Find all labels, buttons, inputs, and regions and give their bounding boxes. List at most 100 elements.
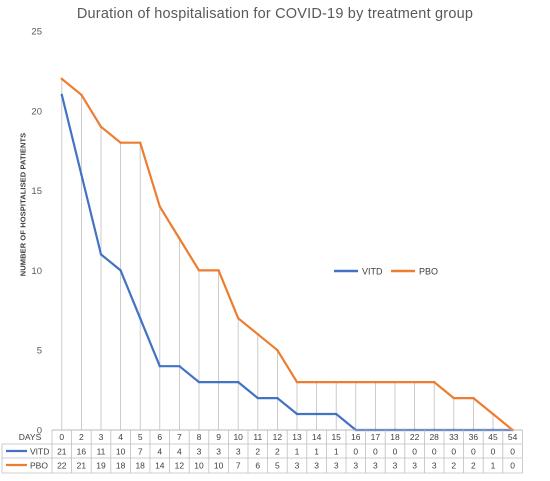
x-tick-label: 4 (118, 432, 123, 442)
x-tick-label: 0 (59, 432, 64, 442)
data-point-pbo (433, 380, 436, 384)
data-point-vitd (158, 364, 161, 368)
x-tick-label: 9 (216, 432, 221, 442)
data-point-vitd (315, 412, 318, 416)
table-cell-value: 10 (116, 447, 126, 457)
data-point-vitd (217, 380, 220, 384)
series-line-vitd (60, 94, 513, 432)
table-cell-value: 12 (175, 461, 185, 471)
x-tick-label: 16 (351, 432, 361, 442)
x-tick-label: 6 (157, 432, 162, 442)
table-cell-value: 3 (412, 461, 417, 471)
table-cell-value: 21 (77, 461, 87, 471)
legend-label-vitd: VITD (362, 267, 383, 277)
table-cell-value: 3 (334, 461, 339, 471)
table-cell-value: 3 (216, 447, 221, 457)
y-tick-label: 25 (31, 27, 42, 38)
table-cell-value: 1 (491, 461, 496, 471)
data-point-vitd (119, 269, 122, 272)
table-cell-value: 14 (155, 461, 165, 471)
data-point-pbo (374, 380, 377, 384)
x-tick-label: 2 (79, 432, 84, 442)
table-cell-value: 3 (353, 461, 358, 471)
table-cell-value: 22 (57, 461, 67, 471)
x-tick-label: 10 (233, 432, 243, 442)
x-tick-label: 28 (429, 432, 439, 442)
x-tick-label: 22 (410, 432, 420, 442)
data-point-pbo (315, 380, 318, 384)
table-cell-value: 4 (177, 447, 182, 457)
table-cell-value: 18 (116, 461, 126, 471)
table-cell-value: 1 (314, 447, 319, 457)
table-cell-value: 0 (353, 447, 358, 457)
table-cell-value: 0 (451, 447, 456, 457)
y-tick-label: 10 (31, 266, 42, 277)
data-point-vitd (60, 93, 63, 97)
data-point-pbo (393, 380, 397, 384)
table-cell-value: 2 (451, 461, 456, 471)
table-cell-value: 18 (135, 461, 145, 471)
x-axis-label: DAYS (19, 432, 42, 442)
table-cell-value: 3 (373, 461, 378, 471)
table-cell-value: 2 (471, 461, 476, 471)
table-cell-value: 4 (157, 447, 162, 457)
table-series-name: PBO (30, 461, 48, 471)
data-point-pbo (472, 396, 475, 400)
x-tick-label: 13 (292, 432, 302, 442)
data-point-vitd (276, 396, 279, 400)
data-point-vitd (295, 412, 299, 416)
data-point-pbo (335, 380, 338, 384)
table-cell-value: 0 (412, 447, 417, 457)
data-point-pbo (256, 333, 259, 336)
y-tick-label: 5 (37, 346, 42, 357)
x-tick-label: 18 (390, 432, 400, 442)
table-cell-value: 1 (295, 447, 300, 457)
x-tick-label: 5 (138, 432, 143, 442)
y-tick-label: 20 (31, 106, 42, 117)
x-tick-label: 7 (177, 432, 182, 442)
table-cell-value: 11 (97, 447, 106, 457)
data-point-vitd (335, 412, 338, 416)
data-point-vitd (256, 396, 259, 400)
table-cell-value: 7 (236, 461, 241, 471)
table-cell-value: 3 (432, 461, 437, 471)
table-cell-value: 2 (275, 447, 280, 457)
data-point-vitd (99, 253, 103, 256)
data-point-pbo (158, 205, 161, 208)
table-cell-value: 0 (510, 447, 515, 457)
x-tick-label: 15 (331, 432, 341, 442)
table-cell-value: 2 (255, 447, 260, 457)
table-cell-value: 21 (57, 447, 67, 457)
x-tick-label: 3 (99, 432, 104, 442)
data-point-vitd (139, 317, 142, 320)
data-point-pbo (119, 141, 122, 144)
series-line-pbo (61, 78, 514, 431)
x-tick-label: 14 (312, 432, 322, 442)
x-tick-label: 11 (253, 432, 262, 442)
table-cell-value: 0 (432, 447, 437, 457)
table-cell-value: 1 (334, 447, 339, 457)
data-point-pbo (197, 269, 201, 272)
y-tick-label: 15 (31, 186, 42, 197)
table-cell-value: 6 (255, 461, 260, 471)
table-cell-value: 10 (194, 461, 204, 471)
data-point-pbo (217, 269, 220, 272)
data-point-pbo (295, 380, 299, 384)
x-tick-label: 36 (469, 432, 479, 442)
data-point-pbo (491, 412, 495, 416)
table-cell-value: 3 (236, 447, 241, 457)
legend-label-pbo: PBO (419, 267, 438, 277)
table-cell-value: 19 (96, 461, 106, 471)
data-point-pbo (413, 380, 416, 384)
table-cell-value: 0 (373, 447, 378, 457)
table-cell-value: 10 (214, 461, 224, 471)
table-cell-value: 3 (197, 447, 202, 457)
x-tick-label: 54 (508, 432, 518, 442)
data-point-pbo (60, 77, 63, 81)
table-cell-value: 7 (138, 447, 143, 457)
table-cell-value: 3 (314, 461, 319, 471)
x-tick-label: 45 (488, 432, 498, 442)
data-point-pbo (178, 237, 181, 240)
data-point-pbo (452, 396, 455, 400)
